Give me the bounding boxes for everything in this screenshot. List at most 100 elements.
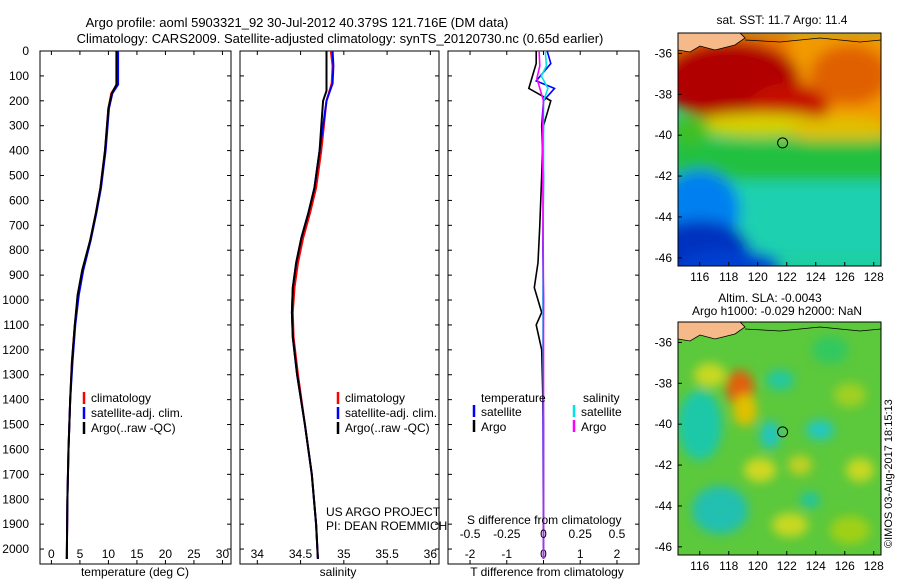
x-tick-label: -1: [501, 547, 512, 561]
map-y-tick-label: -46: [655, 540, 673, 554]
difference-legend: temperature salinity satellite Argo sate…: [472, 391, 622, 434]
s-tick-label: -0.25: [493, 527, 521, 541]
legend-argo-label: Argo(..raw -QC): [91, 421, 176, 435]
legend-climatology-label: climatology: [345, 391, 405, 405]
depth-tick-label: 1400: [2, 393, 29, 407]
depth-tick-label: 200: [9, 94, 29, 108]
x-tick-label: 0: [48, 547, 55, 561]
credit-pi: PI: DEAN ROEMMICH: [326, 519, 447, 533]
map-x-tick-label: 126: [835, 559, 855, 573]
depth-tick-label: 0: [22, 44, 29, 58]
map-x-tick-label: 128: [864, 270, 884, 284]
sst-map-field: [678, 33, 881, 266]
s-tick-label: 0.5: [609, 527, 626, 541]
x-tick-label: 1: [577, 547, 584, 561]
series-line-temperature-argo: [527, 51, 552, 559]
depth-tick-label: 1700: [2, 467, 29, 481]
depth-tick-label: 1200: [2, 343, 29, 357]
s-difference-tick-labels: -0.5 -0.25 0 0.25 0.5: [460, 527, 626, 541]
depth-tick-label: 500: [9, 169, 29, 183]
sst-map-frame: [677, 32, 882, 267]
map-x-tick-label: 124: [806, 270, 826, 284]
map-x-tick-label: 120: [748, 270, 768, 284]
t-difference-x-label: T difference from climatology: [470, 565, 624, 579]
depth-tick-label: 800: [9, 243, 29, 257]
map-x-tick-label: 126: [835, 270, 855, 284]
depth-tick-label: 1600: [2, 442, 29, 456]
salinity-series: [290, 51, 335, 560]
map-x-tick-label: 116: [690, 270, 709, 284]
temperature-plot-frame: [39, 50, 232, 565]
depth-tick-label: 600: [9, 193, 29, 207]
depth-tick-label: 1300: [2, 368, 29, 382]
map-x-tick-label: 118: [719, 270, 738, 284]
map-x-tick-label: 122: [777, 270, 797, 284]
x-tick-label: 2: [614, 547, 621, 561]
map-x-tick-label: 120: [748, 559, 768, 573]
s-tick-label: -0.5: [460, 527, 481, 541]
map-x-tick-label: 122: [777, 559, 797, 573]
x-tick-label: 34.5: [289, 547, 313, 561]
salinity-x-ticks: 34 34.5 35 35.5 36: [251, 51, 438, 564]
legend-climatology-label: climatology: [91, 391, 151, 405]
x-tick-label: 10: [102, 547, 116, 561]
x-tick-label: 34: [251, 547, 265, 561]
sst-map: sat. SST: 11.7 Argo: 11.4 116: [655, 13, 884, 284]
sla-map-frame: [677, 321, 882, 556]
map-y-tick-label: -38: [655, 87, 673, 101]
map-y-tick-label: -44: [655, 499, 673, 513]
sst-map-ticks: 116 118 120 122 124 126 128 -36 -38 -40 -42 -44 -46: [655, 46, 884, 284]
depth-tick-label: 400: [9, 144, 29, 158]
sst-map-title: sat. SST: 11.7 Argo: 11.4: [717, 13, 848, 27]
x-tick-label: 36: [424, 547, 438, 561]
depth-tick-label: 1800: [2, 492, 29, 506]
salinity-y-ticks: [240, 50, 439, 550]
sla-argo-position-marker: [777, 426, 789, 438]
depth-tick-label: 1100: [3, 318, 29, 332]
map-y-tick-label: -44: [655, 210, 673, 224]
depth-tick-label: 1000: [2, 293, 29, 307]
figure-title-line2: Climatology: CARS2009. Satellite-adjuste…: [77, 31, 604, 46]
salinity-plot-frame: [239, 50, 440, 565]
legend-argo-label: Argo(..raw -QC): [345, 421, 430, 435]
difference-series: [527, 51, 556, 560]
sst-argo-position-marker: [777, 137, 789, 149]
legend-satellite-label: satellite-adj. clim.: [345, 406, 437, 420]
x-tick-label: 35: [337, 547, 351, 561]
temperature-legend: climatology satellite-adj. clim. Argo(..…: [82, 391, 183, 435]
map-y-tick-label: -40: [655, 128, 673, 142]
temperature-y-ticks: [40, 50, 231, 550]
s-difference-label: S difference from climatology: [467, 513, 622, 527]
sla-map-title-line1: Altim. SLA: -0.0043: [718, 291, 822, 305]
series-line-salinity-argo: [536, 51, 545, 559]
temperature-x-label: temperature (deg C): [81, 565, 189, 579]
map-x-tick-label: 116: [690, 559, 709, 573]
x-tick-label: 35.5: [375, 547, 399, 561]
temperature-series: [65, 51, 120, 560]
difference-panel: -2 -1 0 1 2 S difference from climatology -0…: [447, 50, 640, 579]
figure-title-line1: Argo profile: aoml 5903321_92 30-Jul-201…: [86, 15, 509, 30]
depth-tick-label: 300: [9, 119, 29, 133]
legend-temp-satellite-label: satellite: [481, 405, 522, 419]
legend-temperature-title: temperature: [481, 391, 546, 405]
map-y-tick-label: -36: [655, 46, 673, 60]
temperature-panel: 0 5 10 15 20 25 30 temperature (deg C) climato…: [39, 50, 232, 579]
x-tick-label: 5: [77, 547, 84, 561]
salinity-panel: 34 34.5 35 35.5 36 salinity climatology sate…: [239, 50, 447, 579]
sla-map-title-line2: Argo h1000: -0.029 h2000: NaN: [692, 304, 862, 318]
temperature-x-ticks: 0 5 10 15 20 25 30: [48, 51, 229, 564]
legend-sal-argo-label: Argo: [581, 420, 607, 434]
series-line-argo-raw-qc: [65, 51, 118, 560]
x-tick-label: -2: [465, 547, 476, 561]
map-x-tick-label: 118: [719, 559, 738, 573]
map-y-tick-label: -40: [655, 417, 673, 431]
difference-y-ticks: [448, 50, 639, 550]
depth-axis-labels: 0 100 200 300 400 500 600 700 800 900 1000 1100 1200…: [2, 44, 29, 556]
sla-map-field: [678, 322, 881, 555]
legend-sal-satellite-label: satellite: [581, 405, 622, 419]
imos-timestamp: ©IMOS 03-Aug-2017 18:15:13: [883, 399, 895, 548]
depth-tick-label: 2000: [2, 542, 29, 556]
x-tick-label: 25: [187, 547, 201, 561]
depth-tick-label: 900: [9, 268, 29, 282]
